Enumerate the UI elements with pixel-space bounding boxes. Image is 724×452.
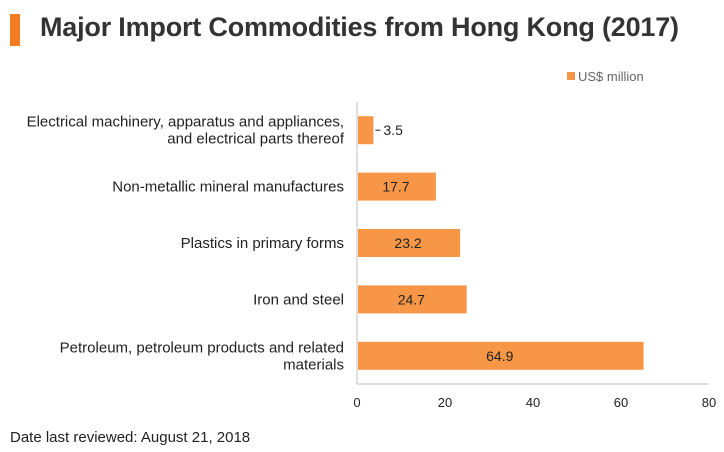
bar — [358, 172, 436, 201]
value-label: 17.7 — [382, 179, 409, 195]
value-label: 64.9 — [486, 348, 513, 364]
bar — [358, 229, 461, 257]
category-label: Electrical machinery, apparatus and appl… — [27, 114, 345, 148]
x-tick-label: 80 — [702, 395, 716, 410]
bar — [358, 116, 374, 145]
footer-note: Date last reviewed: August 21, 2018 — [10, 429, 251, 446]
category-label: Non-metallic mineral manufactures — [112, 179, 344, 196]
x-tick-labels: 0 20 40 60 80 — [353, 395, 716, 410]
page-title: Major Import Commodities from Hong Kong … — [40, 12, 679, 42]
value-label: 23.2 — [394, 235, 421, 251]
value-labels: 3.5 17.7 23.2 24.7 64.9 — [375, 122, 514, 364]
legend-swatch — [567, 72, 575, 80]
legend-label: US$ million — [578, 69, 644, 84]
value-label: 24.7 — [398, 291, 425, 307]
category-label: Iron and steel — [253, 291, 344, 308]
bar — [358, 285, 467, 314]
value-label: 3.5 — [383, 122, 403, 138]
category-label: Petroleum, petroleum products and relate… — [60, 339, 344, 373]
bar — [358, 341, 644, 370]
category-labels: Electrical machinery, apparatus and appl… — [27, 114, 345, 374]
x-tick-label: 20 — [438, 395, 452, 410]
x-tick-label: 0 — [353, 395, 360, 410]
bars — [358, 116, 644, 370]
title-accent-bar — [10, 14, 20, 46]
x-tick-label: 40 — [526, 395, 540, 410]
x-tick-label: 60 — [614, 395, 628, 410]
legend: US$ million — [567, 69, 644, 84]
category-label: Plastics in primary forms — [181, 235, 344, 252]
